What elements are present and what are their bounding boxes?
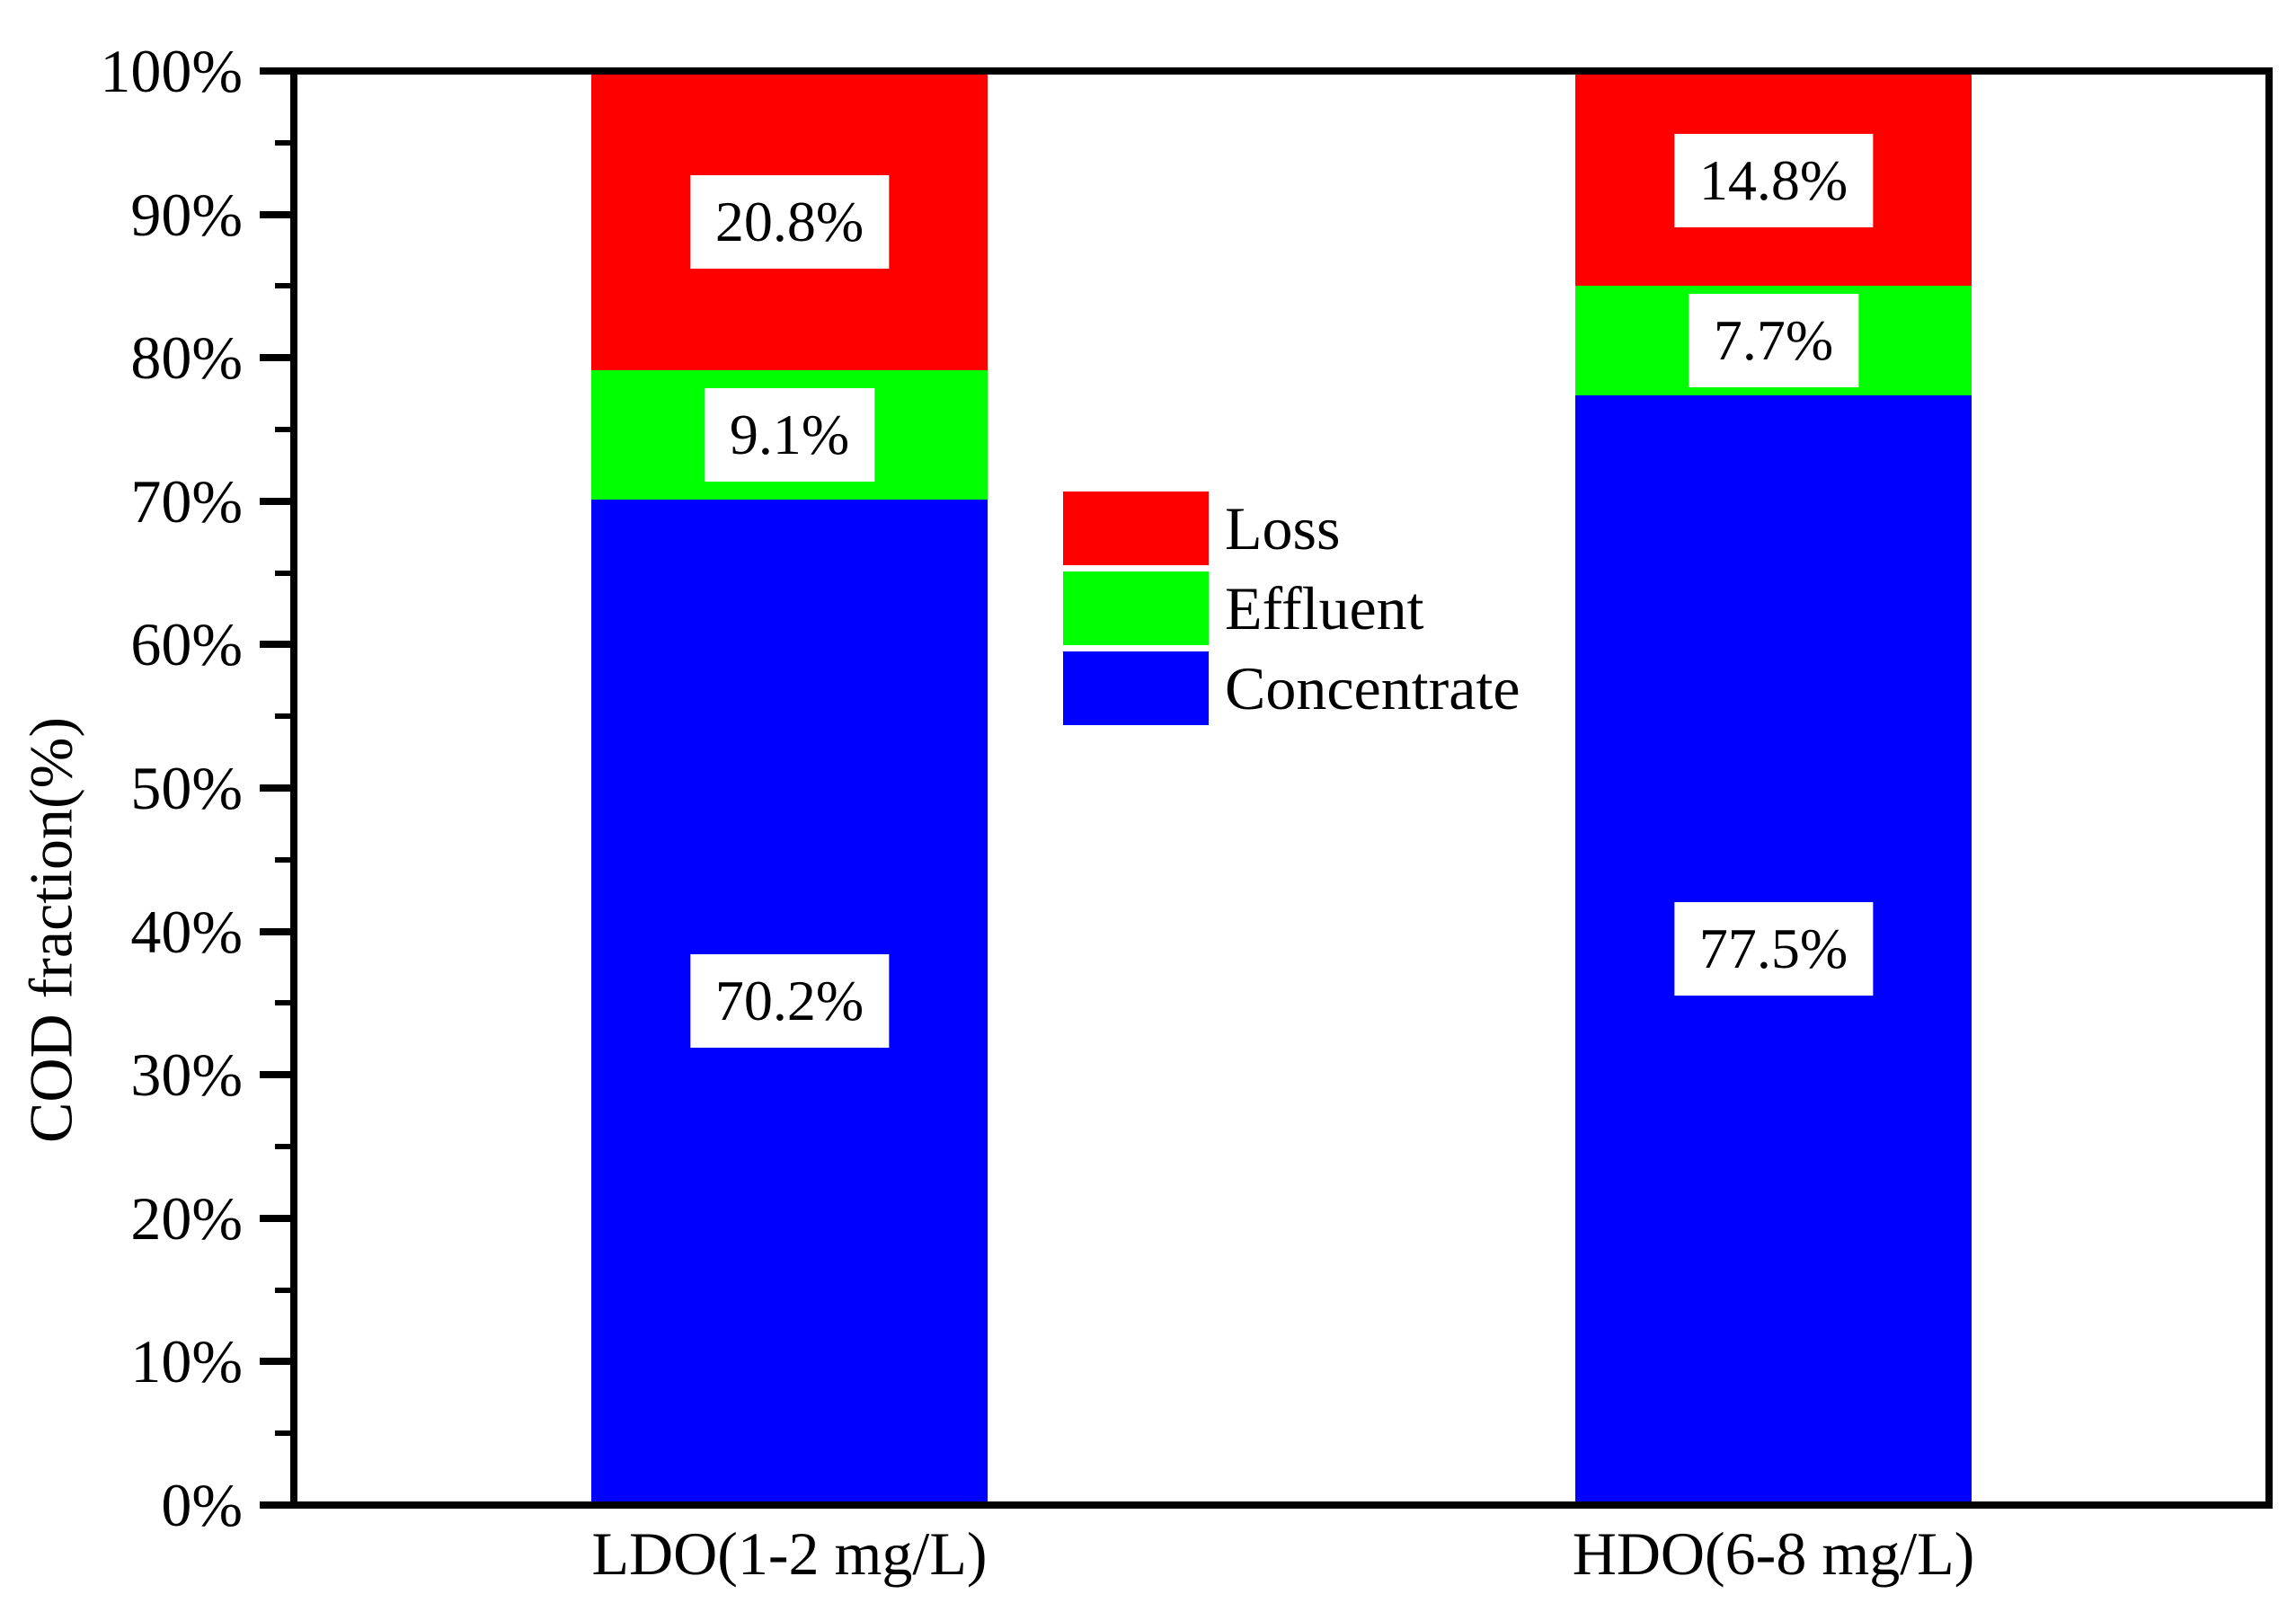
y-tick-label: 70% xyxy=(130,466,243,536)
y-major-tick xyxy=(260,354,290,362)
y-minor-tick xyxy=(275,713,290,720)
y-major-tick xyxy=(260,210,290,218)
legend-label: Concentrate xyxy=(1225,654,1520,722)
bar-value-label: 14.8% xyxy=(1673,133,1874,227)
y-tick-label: 40% xyxy=(130,897,243,966)
y-minor-tick xyxy=(275,1000,290,1006)
bar-value-label: 7.7% xyxy=(1688,294,1859,388)
plot-area: 70.2% 9.1% 20.8% 77.5% 7.7% 14.8% xyxy=(290,67,2273,1509)
y-tick-label: 30% xyxy=(130,1041,243,1110)
bar-value-label: 9.1% xyxy=(704,387,875,482)
legend-item-effluent: Effluent xyxy=(1063,571,1520,645)
bar-value-label: 20.8% xyxy=(689,175,890,270)
y-major-tick xyxy=(260,1358,290,1366)
y-minor-tick xyxy=(275,139,290,146)
y-major-tick xyxy=(260,67,290,75)
y-major-tick xyxy=(260,641,290,649)
x-category-label: LDO(1-2 mg/L) xyxy=(591,1519,988,1588)
y-minor-tick xyxy=(275,856,290,863)
legend-item-loss: Loss xyxy=(1063,492,1520,565)
x-category-label: HDO(6-8 mg/L) xyxy=(1572,1519,1975,1588)
y-tick-label: 90% xyxy=(130,180,243,249)
y-tick-label: 0% xyxy=(161,1471,243,1539)
bar-value-label: 77.5% xyxy=(1673,901,1874,996)
y-tick-label: 80% xyxy=(130,323,243,393)
y-major-tick xyxy=(260,1501,290,1509)
y-minor-tick xyxy=(275,1430,290,1437)
y-minor-tick xyxy=(275,283,290,289)
legend-swatch-loss xyxy=(1063,492,1209,565)
y-tick-label: 10% xyxy=(130,1327,243,1396)
y-tick-label: 20% xyxy=(130,1183,243,1253)
y-major-tick xyxy=(260,927,290,935)
legend: Loss Effluent Concentrate xyxy=(1063,492,1520,725)
y-minor-tick xyxy=(275,1144,290,1149)
y-major-tick xyxy=(260,784,290,792)
y-minor-tick xyxy=(275,570,290,576)
y-minor-tick xyxy=(275,1287,290,1293)
legend-item-concentrate: Concentrate xyxy=(1063,651,1520,725)
legend-swatch-concentrate xyxy=(1063,651,1209,725)
y-minor-tick xyxy=(275,427,290,432)
y-tick-label: 60% xyxy=(130,610,243,679)
y-tick-label: 100% xyxy=(100,37,243,105)
y-major-tick xyxy=(260,497,290,505)
y-major-tick xyxy=(260,1071,290,1079)
legend-label: Loss xyxy=(1225,494,1341,562)
bar-value-label: 70.2% xyxy=(689,953,890,1048)
legend-label: Effluent xyxy=(1225,574,1424,642)
y-tick-label: 50% xyxy=(130,754,243,822)
y-major-tick xyxy=(260,1214,290,1222)
legend-swatch-effluent xyxy=(1063,571,1209,645)
